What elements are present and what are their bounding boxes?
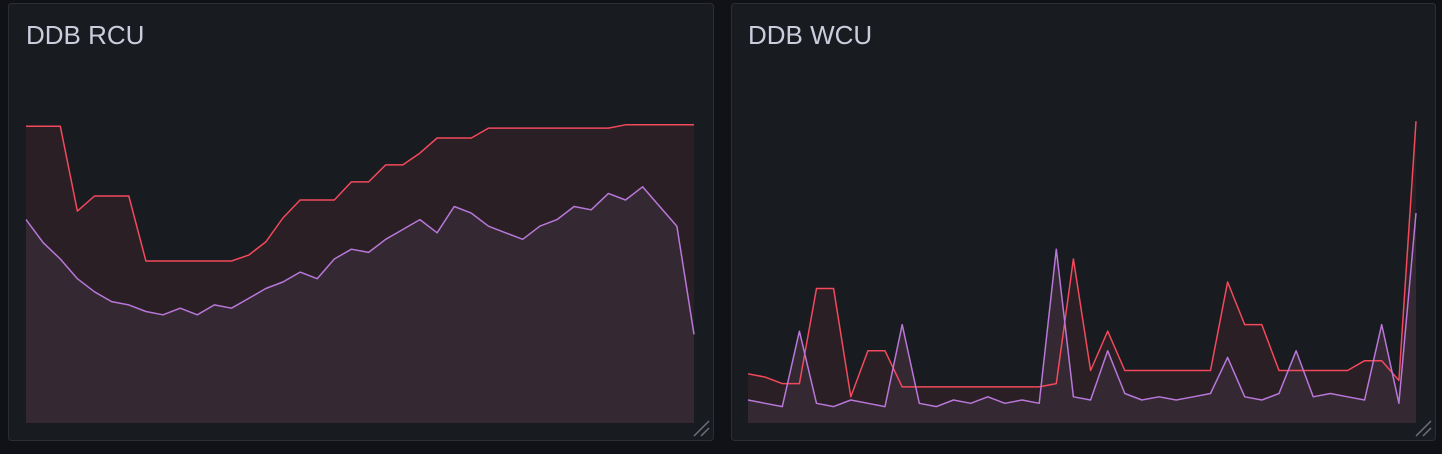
panel-title: DDB WCU <box>748 20 872 50</box>
area-fill <box>748 121 1416 423</box>
series-line <box>25 186 695 335</box>
area-fill <box>748 213 1416 423</box>
resize-handle[interactable] <box>693 420 710 437</box>
area-fill <box>26 186 694 423</box>
resize-handle[interactable] <box>1415 420 1432 437</box>
series-line <box>747 213 1417 408</box>
series-line <box>747 121 1417 398</box>
series-line <box>26 124 694 262</box>
panel-title: DDB RCU <box>26 20 144 50</box>
